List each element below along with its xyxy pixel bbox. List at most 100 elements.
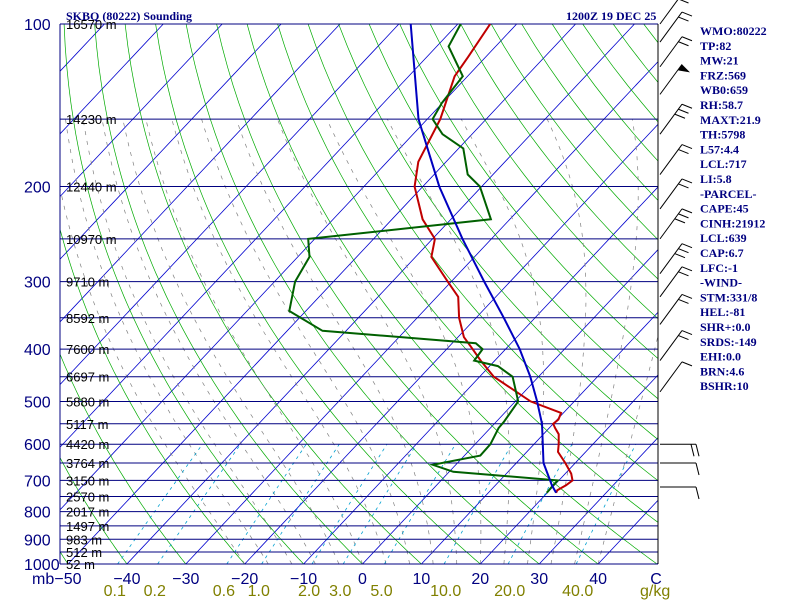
index-item: SHR+:0.0	[700, 320, 751, 334]
pressure-label: 200	[24, 180, 51, 197]
index-item: FRZ:569	[700, 68, 746, 82]
wind-barb	[659, 144, 693, 175]
temperature-tick-label: 20	[471, 571, 489, 588]
moist-adiabat-line	[101, 119, 316, 564]
height-label: 5880 m	[66, 394, 109, 409]
height-label: 10970 m	[66, 232, 117, 247]
mixing-ratio-line	[261, 443, 340, 564]
wind-barb	[659, 178, 693, 210]
temperature-tick-label: −50	[54, 571, 81, 588]
height-label: 12440 m	[66, 180, 117, 195]
height-label: 4420 m	[66, 437, 109, 452]
dry-adiabat-line	[246, 24, 658, 564]
index-item: TP:82	[700, 39, 731, 53]
isotherm-line	[185, 61, 658, 564]
isotherm-line	[60, 24, 282, 260]
wind-barb	[659, 293, 693, 325]
index-item: WMO:80222	[700, 24, 767, 38]
pressure-unit-label: mb	[32, 571, 54, 588]
moist-adiabat-line	[326, 118, 482, 564]
index-item: CAPE:45	[700, 202, 749, 216]
height-label: 8592 m	[66, 311, 109, 326]
mixing-ratio-label: 0.2	[144, 583, 166, 600]
wind-barb	[660, 462, 700, 476]
wind-barb	[659, 36, 693, 68]
mixing-ratio-label: 5.0	[370, 583, 392, 600]
station-title: SKBQ (80222) Sounding	[66, 9, 192, 23]
mixing-ratio-line	[226, 443, 307, 564]
isotherm-line	[538, 437, 658, 564]
pressure-label: 400	[24, 342, 51, 359]
mixing-ratio-line	[575, 444, 637, 564]
temperature-tick-label: 0	[358, 571, 367, 588]
index-item: LCL:639	[700, 231, 747, 245]
wind-barb	[659, 0, 689, 25]
wind-barb	[659, 266, 693, 298]
wind-barb	[660, 443, 700, 457]
dry-adiabat-line	[277, 24, 658, 523]
moist-adiabat-line	[386, 118, 510, 564]
temperature-tick-label: −10	[290, 571, 317, 588]
sounding-profiles	[288, 24, 574, 494]
background-lines	[60, 24, 658, 564]
moist-adiabat-line	[60, 186, 245, 564]
moist-adiabat-line	[597, 334, 658, 564]
moist-adiabat-line	[235, 118, 434, 564]
height-label: 52 m	[66, 557, 95, 572]
parcel-trace	[409, 24, 557, 494]
mixing-ratio-label: 20.0	[494, 583, 525, 600]
mixing-ratio-unit-label: g/kg	[640, 583, 670, 600]
height-label: 3764 m	[66, 456, 109, 471]
isotherm-line	[303, 186, 658, 564]
moist-adiabat-line	[145, 119, 363, 564]
isotherm-line	[67, 24, 576, 564]
index-item: SRDS:-149	[700, 335, 757, 349]
height-label: 983 m	[66, 532, 102, 547]
sounding-time: 1200Z 19 DEC 25	[566, 9, 656, 23]
moist-adiabat-line	[574, 119, 639, 564]
temperature-tick-label: −40	[113, 571, 140, 588]
index-item: LI:5.8	[700, 172, 732, 186]
isotherm-line	[421, 311, 658, 564]
isotherm-line	[60, 24, 223, 198]
moist-adiabat-line	[171, 119, 387, 564]
height-label: 2570 m	[66, 490, 109, 505]
pressure-label: 600	[24, 437, 51, 454]
mixing-ratio-line	[117, 443, 203, 564]
moist-adiabat-line	[546, 118, 587, 564]
index-item: STM:331/8	[700, 290, 757, 304]
pressure-label: 900	[24, 532, 51, 549]
height-label: 5117 m	[66, 417, 108, 432]
mixing-ratio-label: 0.1	[104, 583, 126, 600]
mixing-ratio-line	[311, 443, 388, 564]
temperature-tick-label: C	[650, 571, 662, 588]
index-item: WB0:659	[700, 83, 748, 97]
wind-barbs	[659, 0, 700, 500]
index-item: CAP:6.7	[700, 246, 744, 260]
wind-barb	[659, 103, 693, 135]
isotherm-line	[126, 24, 635, 564]
temperature-tick-label: 30	[530, 571, 548, 588]
height-label: 3150 m	[66, 473, 109, 488]
temperature-tick-label: −20	[231, 571, 258, 588]
index-item: MAXT:21.9	[700, 113, 761, 127]
mixing-ratio-label: 40.0	[562, 583, 593, 600]
index-item: RH:58.7	[700, 98, 743, 112]
index-item: HEL:-81	[700, 305, 745, 319]
wind-barb	[660, 486, 700, 500]
moist-adiabat-line	[82, 119, 293, 564]
moist-adiabat-line	[122, 119, 340, 564]
mixing-ratio-line	[157, 443, 241, 564]
mixing-ratio-label: 10.0	[430, 583, 461, 600]
height-label: 16570 m	[66, 17, 117, 32]
index-item: -PARCEL-	[700, 187, 756, 201]
wind-barb	[659, 208, 693, 240]
height-label: 2017 m	[66, 505, 109, 520]
index-item: MW:21	[700, 54, 739, 68]
dewpoint-profile	[288, 24, 560, 494]
pressure-label: 100	[24, 17, 51, 34]
height-label: 512 m	[66, 545, 102, 560]
isotherm-line	[60, 24, 400, 386]
